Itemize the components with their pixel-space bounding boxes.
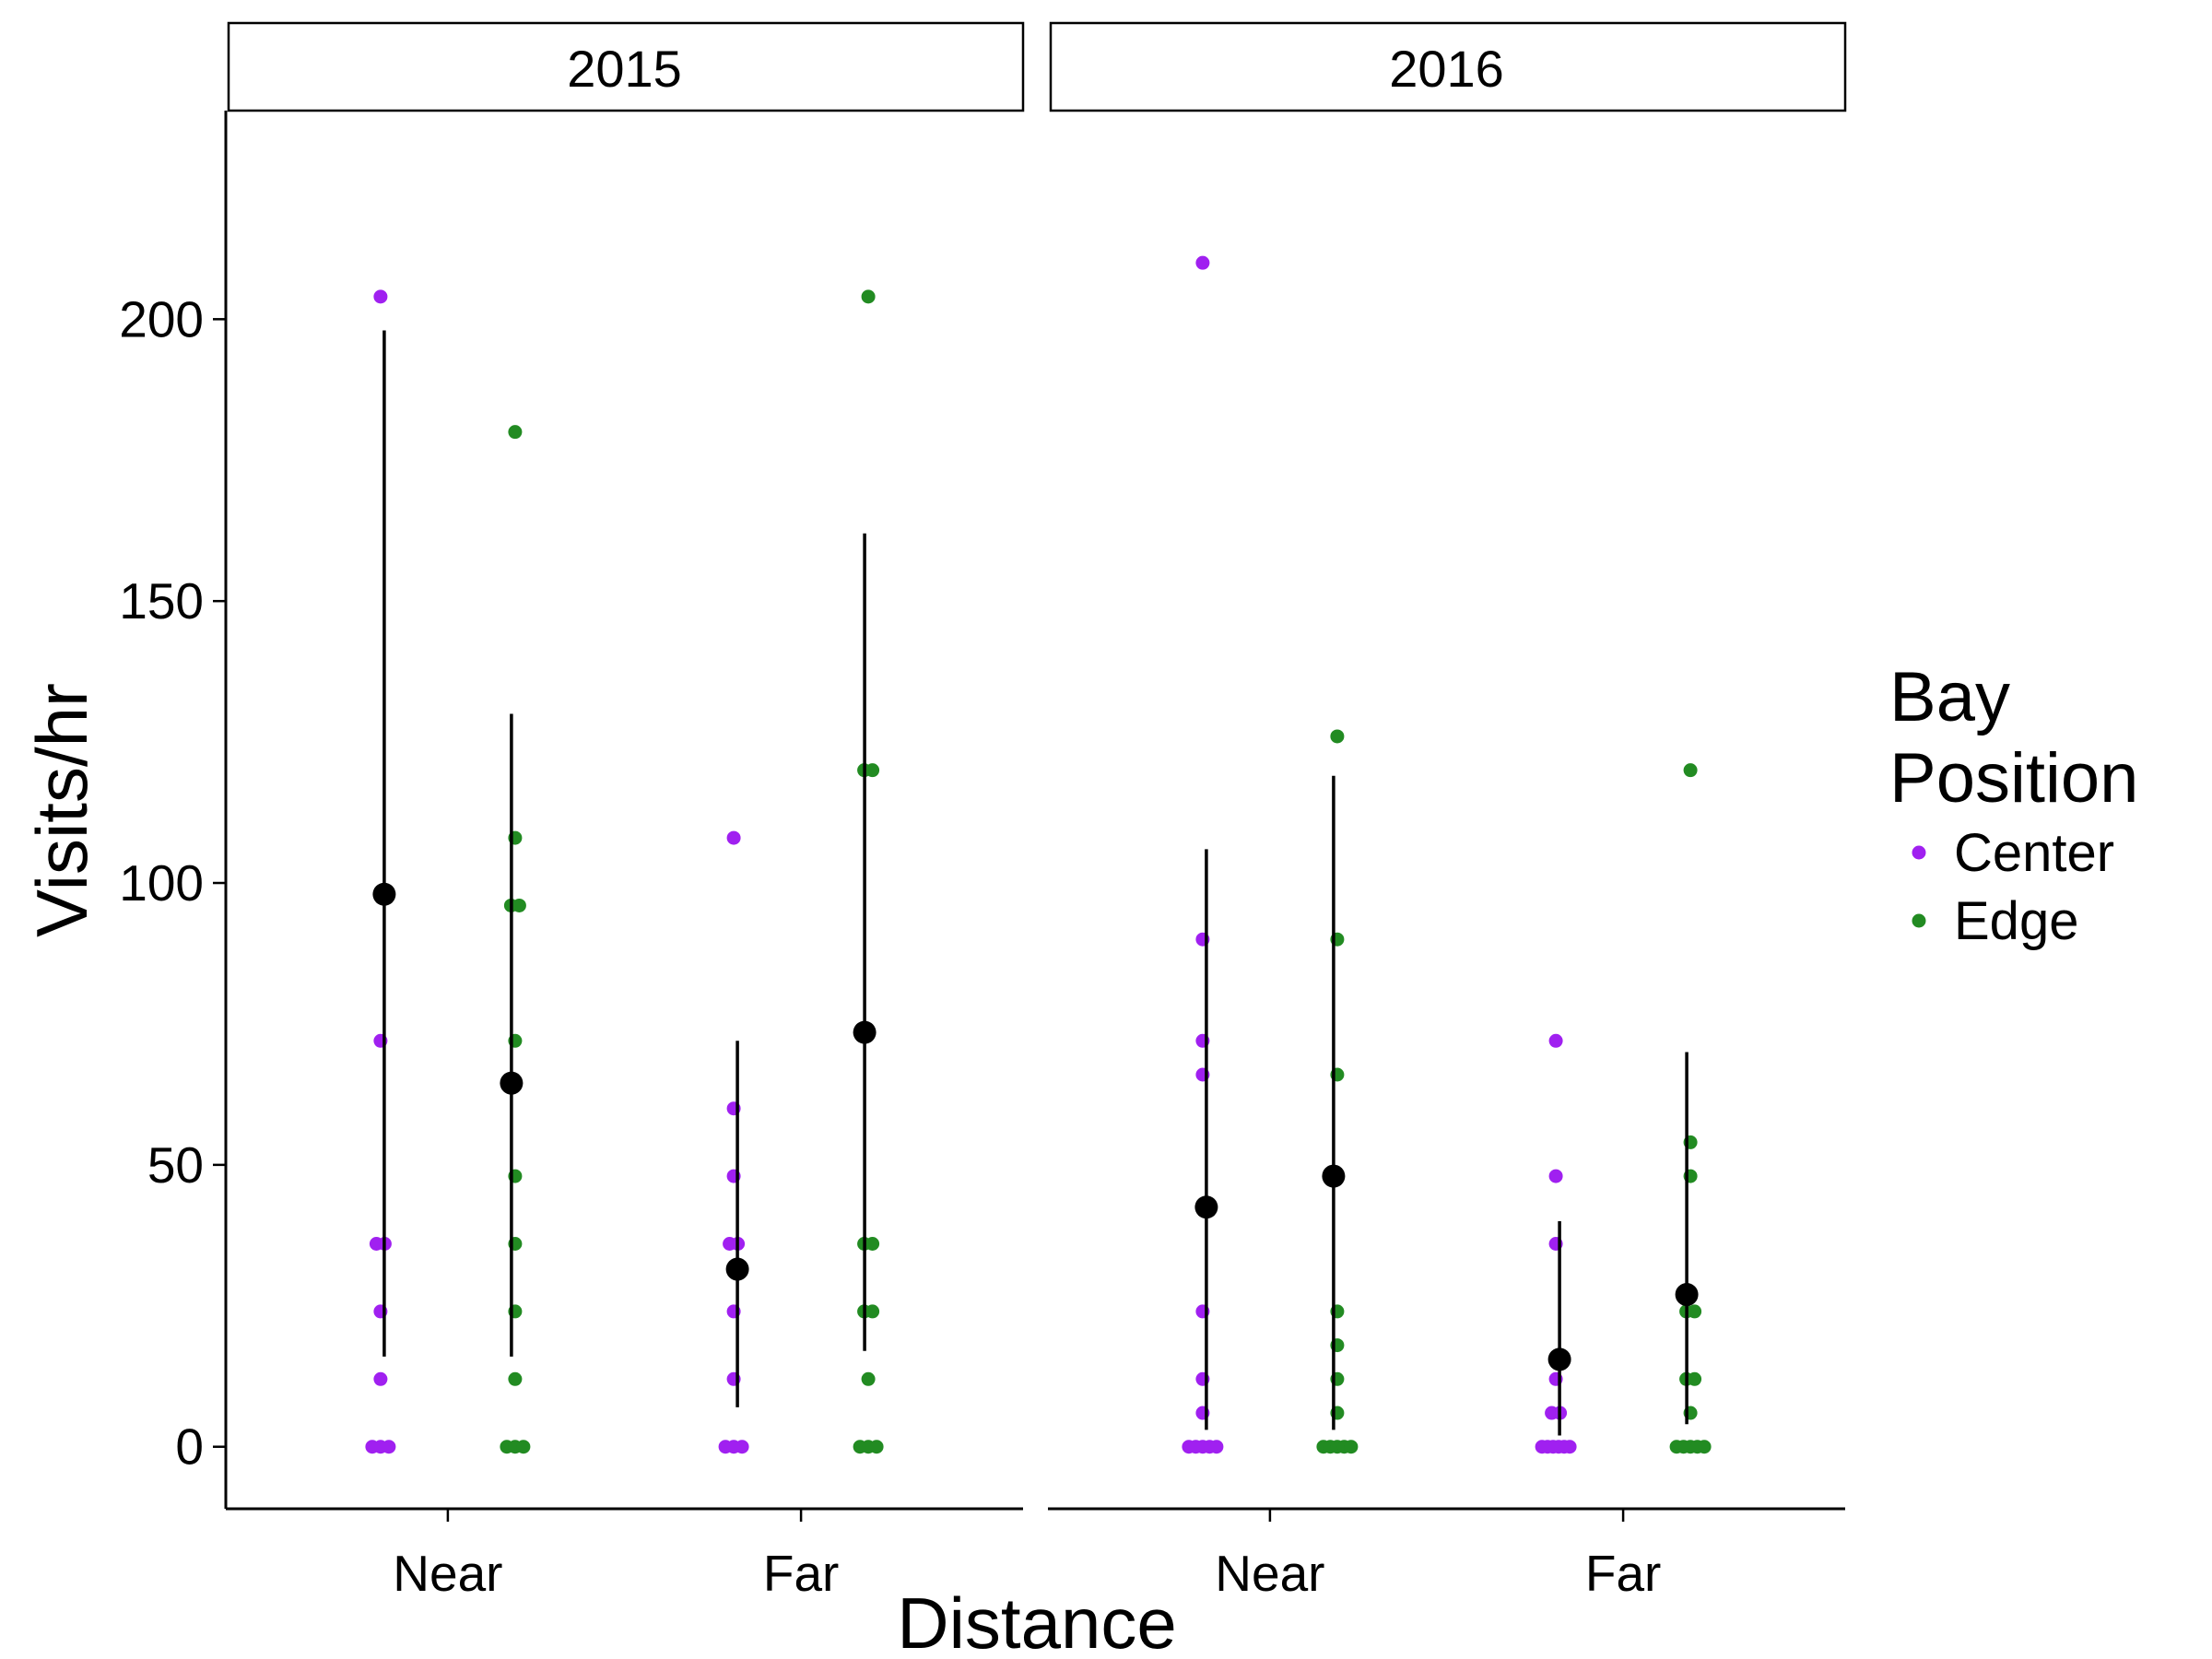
x-tick-label: Near (1215, 1545, 1324, 1602)
mean-point (372, 882, 396, 906)
data-point (735, 1440, 749, 1454)
facet-2015: 2015 Near Far (226, 21, 1025, 1602)
data-point (1548, 1033, 1563, 1048)
facet-strip-label: 2016 (1389, 40, 1504, 98)
data-point (865, 1304, 880, 1319)
mean-point (500, 1071, 524, 1095)
group-far-center (1535, 1033, 1577, 1454)
mean-point (1194, 1195, 1218, 1219)
y-tick-label: 200 (119, 290, 204, 347)
data-point (508, 1371, 523, 1386)
group-far-center (718, 830, 749, 1454)
x-axis-title: Distance (897, 1583, 1176, 1659)
data-point (726, 830, 741, 845)
legend-item-edge: Edge (1912, 891, 2078, 951)
group-near-edge (1316, 729, 1359, 1454)
legend-label: Edge (1954, 891, 2078, 951)
legend-title: Bay Position (1889, 658, 2138, 818)
data-point (373, 1371, 388, 1386)
data-point (1697, 1440, 1712, 1454)
data-point (861, 289, 876, 304)
data-point (373, 289, 388, 304)
x-tick-label: Far (1585, 1545, 1662, 1602)
data-point (1688, 1371, 1702, 1386)
legend-key (1912, 845, 1926, 860)
facet-strip (227, 21, 1025, 112)
mean-point (1547, 1347, 1571, 1371)
data-point (512, 898, 526, 912)
y-tick-label: 100 (119, 854, 204, 912)
legend-item-center: Center (1912, 823, 2114, 883)
data-point (1562, 1440, 1577, 1454)
facet-strip-label: 2015 (567, 40, 682, 98)
group-far-edge (1669, 763, 1712, 1454)
mean-point (1675, 1283, 1699, 1307)
group-far-edge (853, 289, 884, 1454)
group-near-center (1182, 255, 1224, 1454)
data-point (382, 1440, 396, 1454)
data-point (1548, 1169, 1563, 1183)
facet-panels: 2015 Near Far 2016 Near Far (226, 21, 1847, 1602)
data-point (1195, 255, 1210, 270)
data-point (1344, 1440, 1359, 1454)
mean-point (1322, 1164, 1346, 1188)
y-axis: 0 50 100 150 200 (119, 111, 228, 1509)
legend-label: Center (1954, 823, 2114, 883)
data-point (861, 1371, 876, 1386)
data-point (865, 1237, 880, 1252)
group-near-edge (500, 425, 531, 1454)
y-tick-label: 150 (119, 572, 204, 629)
x-tick-label: Far (763, 1545, 840, 1602)
y-tick-label: 50 (147, 1136, 204, 1194)
data-point (1683, 763, 1698, 778)
data-point (1688, 1304, 1702, 1319)
data-point (869, 1440, 884, 1454)
data-point (1209, 1440, 1224, 1454)
facet-strip (1049, 21, 1847, 112)
y-tick-label: 0 (175, 1418, 204, 1476)
mean-point (725, 1257, 749, 1281)
data-point (516, 1440, 531, 1454)
y-axis-title: Visits/hr (21, 683, 102, 937)
legend-key (1912, 913, 1926, 928)
mean-point (853, 1020, 877, 1044)
data-point (1330, 729, 1345, 744)
data-point (865, 763, 880, 778)
data-point (508, 425, 523, 440)
group-near-center (365, 289, 396, 1454)
facet-2016: 2016 Near Far (1048, 21, 1847, 1602)
x-tick-label: Near (393, 1545, 502, 1602)
